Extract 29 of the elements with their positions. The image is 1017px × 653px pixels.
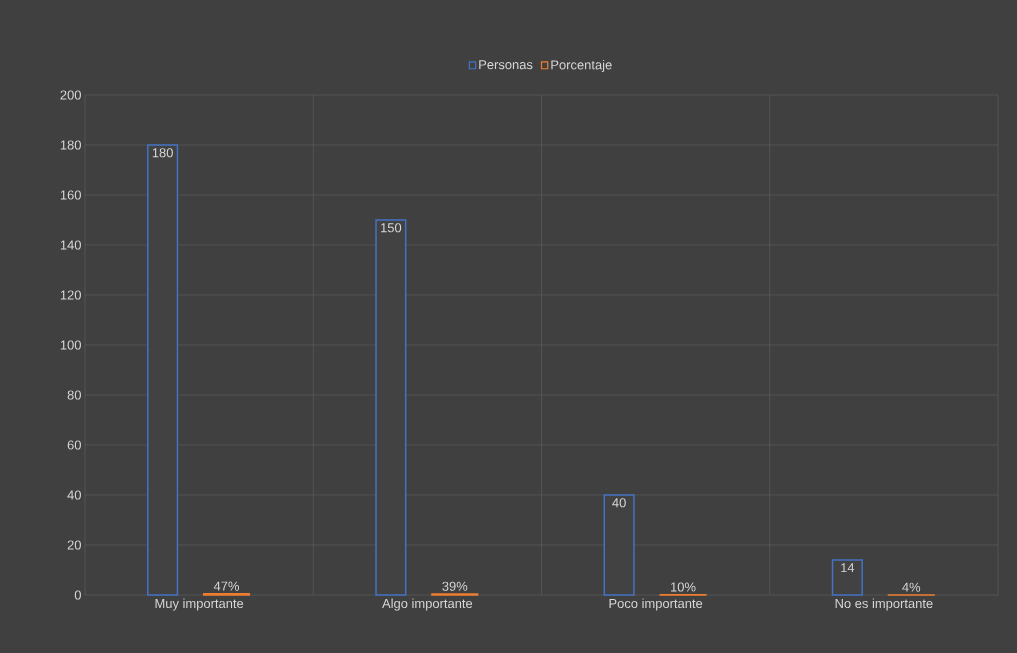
y-tick-label: 160 xyxy=(60,190,81,200)
x-tick-label: Muy importante xyxy=(155,598,244,611)
data-label: 39% xyxy=(442,581,468,591)
y-tick-label: 200 xyxy=(60,90,81,100)
y-tick-label: 60 xyxy=(67,440,81,450)
bar xyxy=(603,494,635,596)
y-tick-label: 120 xyxy=(60,290,81,300)
legend-label: Porcentaje xyxy=(551,59,612,73)
legend-label: Personas xyxy=(479,60,533,70)
data-label: 10% xyxy=(671,582,696,592)
x-tick-label: Algo importante xyxy=(382,598,473,611)
y-tick-label: 180 xyxy=(60,140,81,150)
x-tick-label: Poco importante xyxy=(609,598,703,611)
data-label: 47% xyxy=(213,581,240,591)
bar xyxy=(831,559,863,596)
data-label: 14 xyxy=(841,563,855,573)
bar xyxy=(375,219,407,596)
data-label: 40 xyxy=(612,498,626,508)
data-label: 180 xyxy=(152,148,173,158)
y-tick-label: 100 xyxy=(60,340,81,350)
y-tick-label: 140 xyxy=(60,240,81,250)
x-tick-label: No es importante xyxy=(835,598,933,611)
y-tick-label: 40 xyxy=(67,490,81,500)
data-label: 150 xyxy=(381,223,402,233)
y-tick-label: 0 xyxy=(74,590,81,600)
bar xyxy=(147,144,179,596)
y-tick-label: 20 xyxy=(67,540,81,550)
y-tick-label: 80 xyxy=(67,390,81,400)
data-label: 4% xyxy=(902,582,921,592)
